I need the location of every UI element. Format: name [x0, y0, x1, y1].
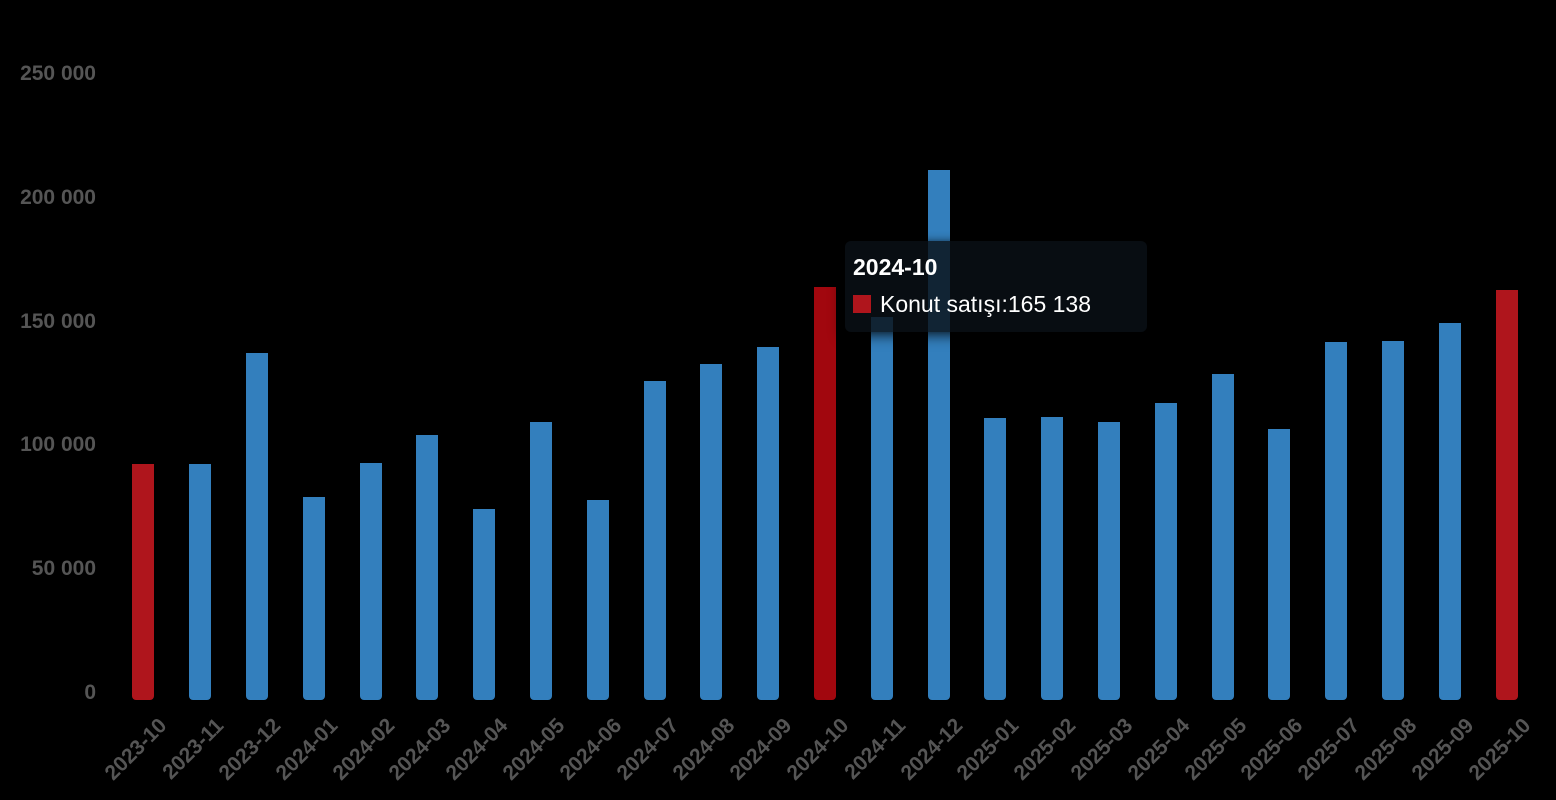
bar-2024-03[interactable] [416, 435, 438, 700]
y-axis-tick-label: 50 000 [31, 557, 96, 581]
x-axis-tick-label: 2024-03 [384, 714, 456, 785]
x-axis-tick-label: 2025-07 [1293, 714, 1365, 785]
x-axis-tick-label: 2024-01 [271, 714, 343, 785]
bar-2024-08[interactable] [700, 364, 722, 700]
x-axis-tick-label: 2025-09 [1407, 714, 1479, 785]
bar-2024-05[interactable] [530, 422, 552, 700]
x-axis-tick-label: 2025-03 [1066, 714, 1138, 785]
bar-2025-01[interactable] [984, 418, 1006, 700]
tooltip-separator: : [1001, 291, 1008, 317]
y-axis-tick-label: 100 000 [20, 433, 96, 457]
x-axis-tick-label: 2024-09 [725, 714, 797, 785]
bar-2025-07[interactable] [1325, 342, 1347, 700]
x-axis-tick-label: 2023-11 [158, 714, 229, 784]
tooltip-value: 165 138 [1007, 291, 1091, 317]
bar-2024-10[interactable] [814, 287, 836, 700]
x-axis-tick-label: 2025-02 [1009, 714, 1081, 785]
bar-2025-03[interactable] [1098, 422, 1120, 700]
bar-2024-06[interactable] [587, 500, 609, 700]
x-axis-tick-label: 2024-11 [840, 714, 911, 784]
x-axis-tick-label: 2024-06 [555, 714, 627, 785]
x-axis-tick-label: 2024-07 [612, 714, 683, 785]
bar-2025-02[interactable] [1041, 417, 1063, 700]
bar-2024-11[interactable] [871, 317, 893, 700]
series-marker-icon [853, 295, 871, 313]
x-axis-tick-label: 2025-05 [1180, 714, 1251, 785]
bar-2024-04[interactable] [473, 509, 495, 700]
bar-2023-12[interactable] [246, 353, 268, 700]
x-axis-tick-label: 2025-01 [952, 714, 1024, 785]
x-axis-tick-label: 2024-08 [668, 714, 740, 785]
x-axis-tick-label: 2025-08 [1350, 714, 1422, 785]
bar-2025-06[interactable] [1268, 429, 1290, 700]
x-axis-tick-label: 2023-10 [100, 714, 172, 785]
x-axis-tick-label: 2025-10 [1464, 714, 1535, 785]
tooltip-series-label: Konut satışı [880, 291, 1002, 317]
x-axis-tick-label: 2023-12 [214, 714, 286, 785]
bar-2025-09[interactable] [1439, 323, 1461, 700]
bar-2024-07[interactable] [644, 381, 666, 700]
x-axis-tick-label: 2024-12 [896, 714, 967, 785]
bar-2024-02[interactable] [360, 463, 382, 700]
bar-2025-10[interactable] [1496, 290, 1518, 700]
x-axis-tick-label: 2024-10 [782, 714, 854, 785]
bar-2023-10[interactable] [132, 464, 154, 700]
bar-2025-08[interactable] [1382, 341, 1404, 700]
bar-2024-01[interactable] [303, 497, 325, 700]
y-axis-tick-label: 150 000 [20, 309, 96, 333]
tooltip-row: Konut satışı: 165 138 [853, 292, 1139, 316]
y-axis-tick-label: 250 000 [20, 62, 96, 85]
x-axis-tick-label: 2025-06 [1236, 714, 1308, 785]
x-axis-tick-label: 2024-05 [498, 714, 570, 785]
x-axis-tick-label: 2024-04 [441, 714, 513, 785]
tooltip-title: 2024-10 [853, 254, 938, 280]
bar-2023-11[interactable] [189, 464, 211, 700]
y-axis-tick-label: 200 000 [20, 185, 96, 209]
tooltip: 2024-10 Konut satışı: 165 138 [845, 241, 1147, 332]
bar-2024-09[interactable] [757, 347, 779, 700]
bar-2025-04[interactable] [1155, 403, 1177, 700]
bar-2025-05[interactable] [1212, 374, 1234, 700]
x-axis-tick-label: 2024-02 [328, 714, 399, 785]
x-axis-tick-label: 2025-04 [1123, 714, 1195, 785]
y-axis-tick-label: 0 [84, 681, 96, 704]
